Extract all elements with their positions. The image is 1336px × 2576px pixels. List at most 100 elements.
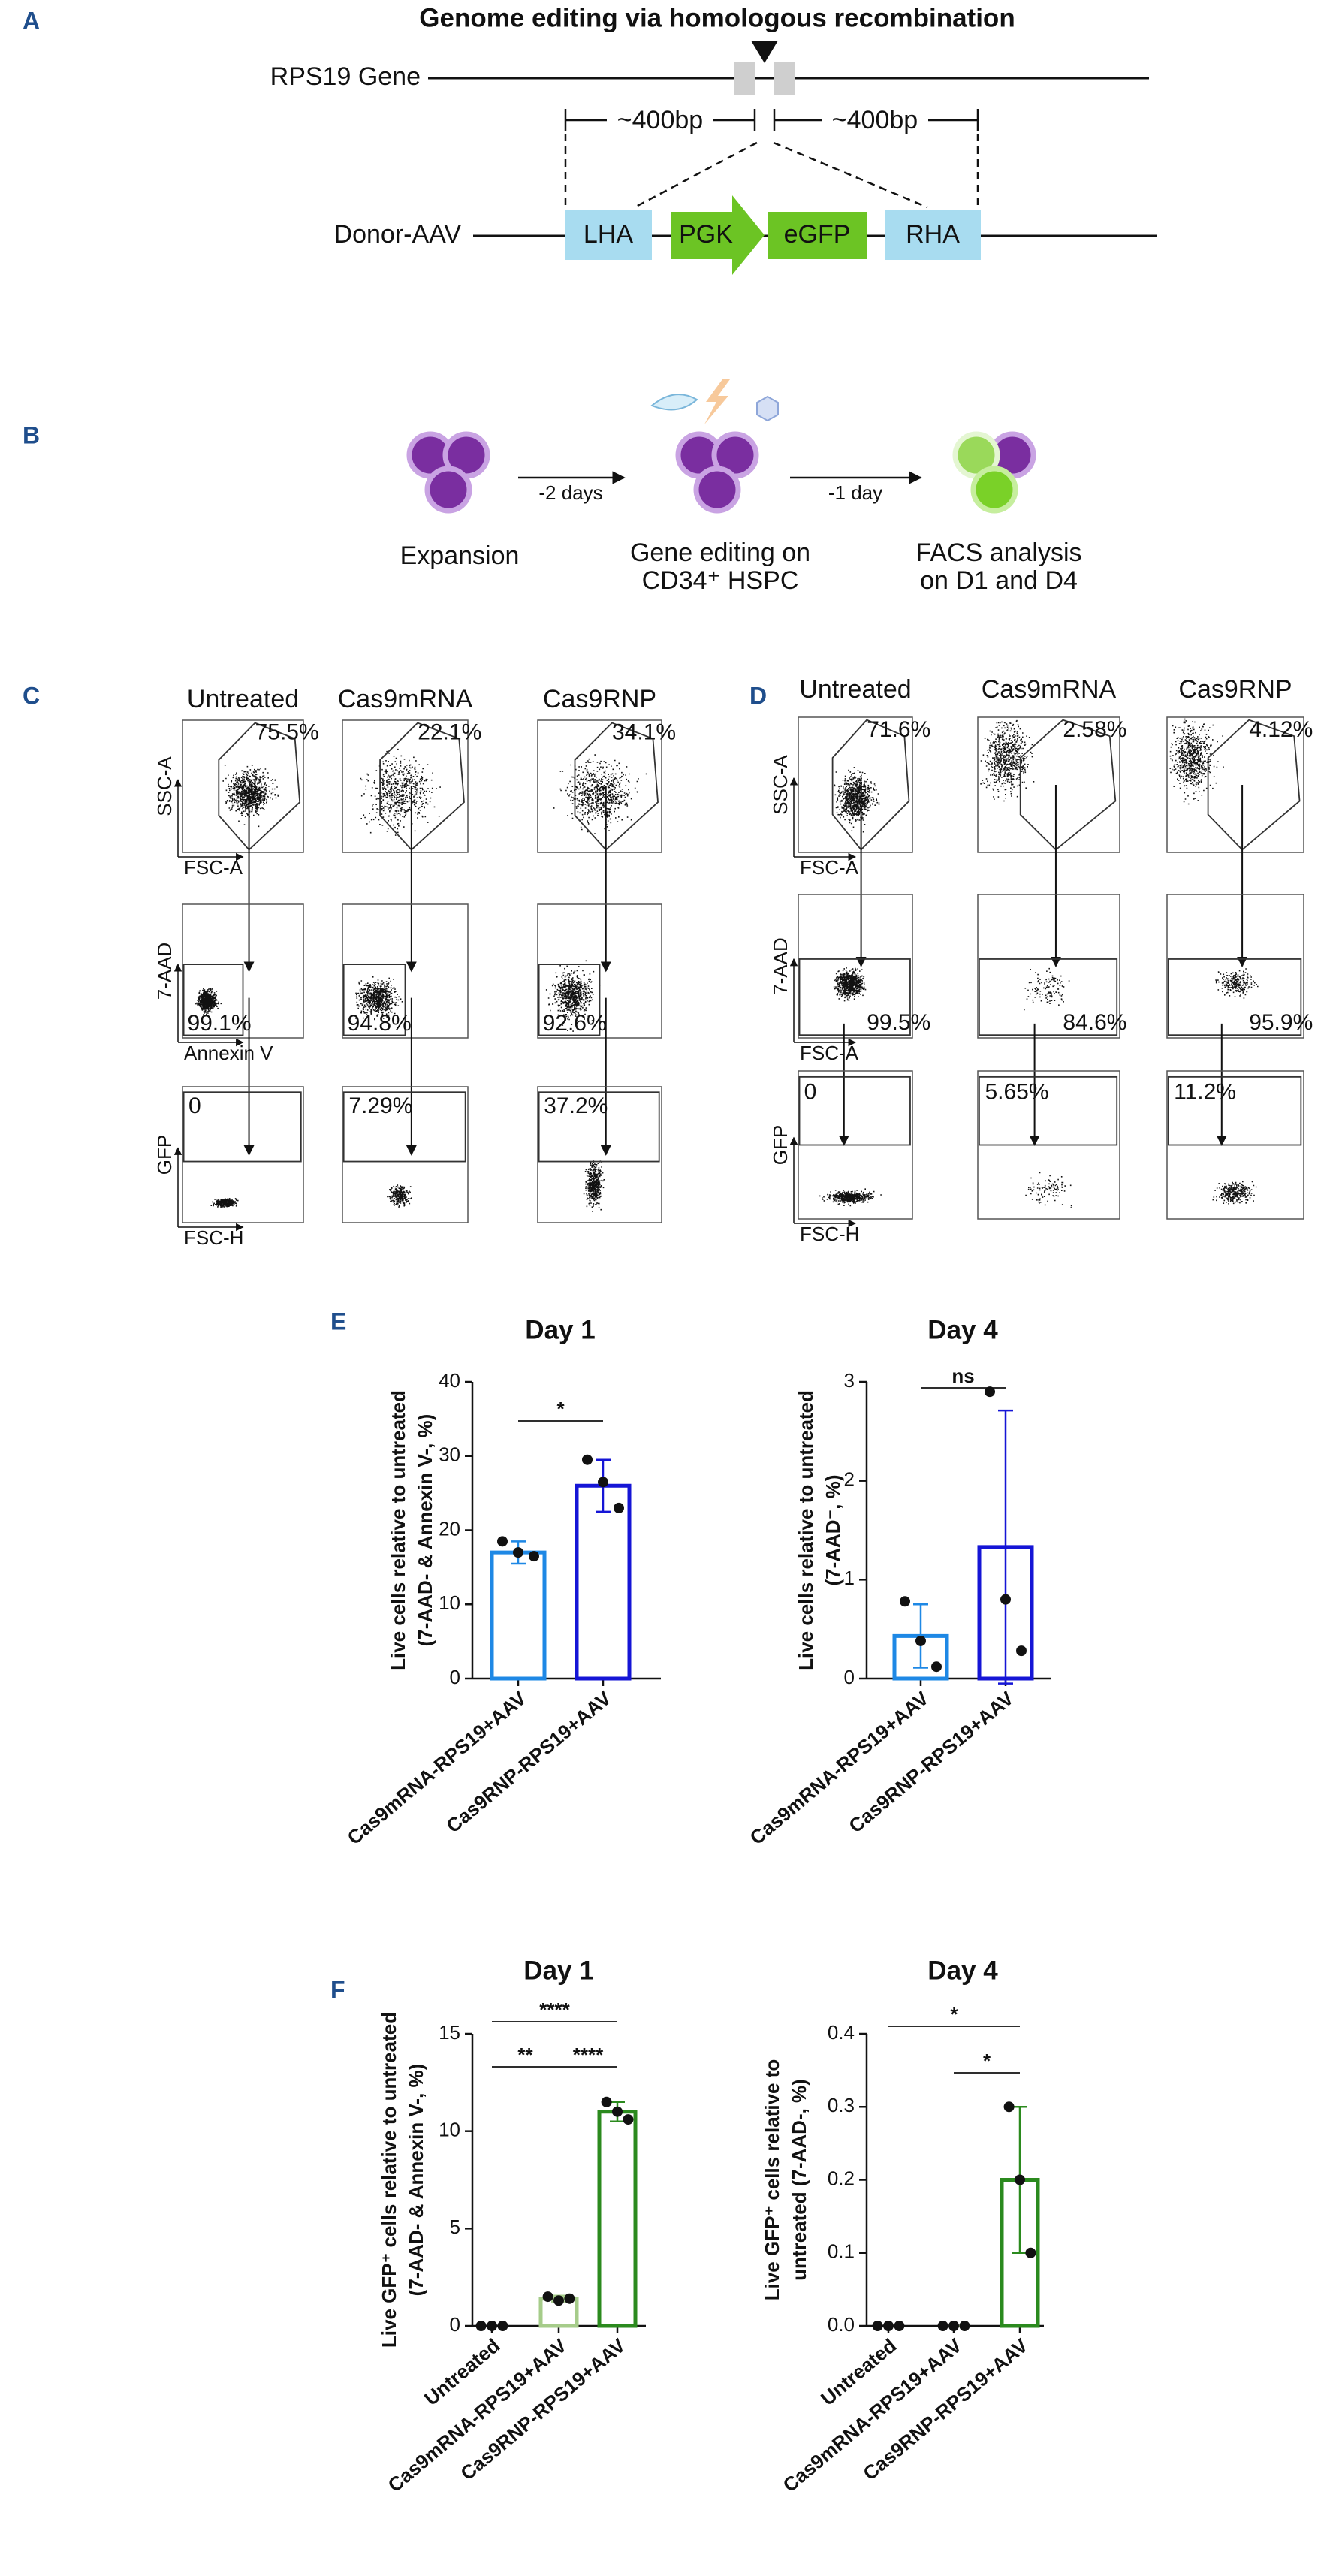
arm-label: ~400bp [832, 106, 918, 134]
gate-label: 0 [804, 1079, 817, 1104]
gate-label: 37.2% [544, 1093, 608, 1118]
lha [565, 210, 652, 260]
step-label: on D1 and D4 [920, 566, 1078, 595]
plot-frame [342, 719, 469, 853]
chart: Day 4 Live GFP⁺ cells relative to untreate… [761, 1956, 1044, 2496]
gate-label: 22.1% [418, 720, 481, 745]
dots [553, 754, 647, 834]
plot-frame [798, 894, 913, 1039]
data-point [529, 1551, 539, 1562]
plot-frame [182, 903, 304, 1039]
data-point [883, 2321, 894, 2331]
column-heading: Cas9mRNA [338, 685, 473, 713]
plot-frame [977, 716, 1120, 853]
gate [182, 964, 244, 1036]
flow-plot [342, 719, 469, 973]
chart: Day 1 Live GFP⁺ cells relative to untreat… [378, 1956, 646, 2496]
plot-frame [537, 903, 662, 1039]
egfp [768, 212, 867, 259]
panel-a: A Genome editing via homologous recombin… [23, 3, 1157, 275]
y-tick-label: 0.4 [828, 2021, 855, 2044]
axis-label: FSC-A [800, 1042, 859, 1064]
y-tick-label: 2 [844, 1468, 855, 1491]
dots [1169, 718, 1224, 805]
y-tick-label: 40 [439, 1369, 460, 1392]
data-point [937, 2321, 948, 2331]
dots [545, 960, 601, 1032]
data-point [959, 2321, 970, 2331]
y-axis-label: (7-AAD- & Annexin V-, %) [414, 1414, 436, 1647]
dots [195, 988, 222, 1015]
gate [218, 722, 301, 851]
flow-plot [1166, 716, 1304, 967]
label-bg [607, 107, 713, 134]
dots [980, 719, 1035, 802]
y-tick-label: 20 [439, 1517, 460, 1540]
y-axis-label: Live cells relative to untreated [795, 1390, 817, 1670]
chart: Day 4 Live cells relative to untreated (7-… [746, 1315, 1051, 1849]
flow-plot [173, 719, 304, 973]
gate-label: 7.29% [348, 1093, 412, 1118]
plot-frame [1166, 716, 1304, 853]
flow-plot [537, 1086, 662, 1223]
y-tick-label: 0.0 [828, 2313, 855, 2336]
plot-frame [798, 1070, 913, 1220]
gate [978, 1075, 1118, 1146]
data-point [931, 1661, 942, 1673]
gate [798, 958, 911, 1036]
plot-frame [182, 1086, 304, 1223]
cut-site [751, 41, 778, 63]
significance-label: **** [539, 1998, 570, 2021]
exon [734, 62, 755, 95]
axis-label: 7-AAD [153, 943, 176, 1000]
flow-plot [342, 1086, 469, 1223]
exon [774, 62, 795, 95]
data-point [985, 1386, 995, 1398]
column-heading: Cas9mRNA [982, 675, 1117, 704]
gate [342, 964, 406, 1036]
plot-frame [1166, 894, 1304, 1039]
rha [885, 210, 981, 260]
data-point [601, 2096, 612, 2107]
axis-label: FSC-H [184, 1226, 243, 1249]
flow-plot [977, 716, 1120, 967]
gate-label: 95.9% [1249, 1010, 1313, 1035]
gate [379, 722, 465, 851]
column-heading: Untreated [799, 675, 911, 704]
data-point [915, 1635, 926, 1646]
data-point [1003, 2101, 1015, 2113]
data-point [497, 1536, 508, 1547]
flow-plot [789, 1070, 913, 1228]
panel-letter: B [23, 421, 40, 448]
flow-plot [789, 894, 913, 1146]
flow-plot [789, 716, 913, 967]
flow-plot [1166, 1070, 1304, 1220]
error-bar [998, 1409, 1013, 1685]
data-point [900, 1596, 910, 1607]
y-tick-label: 0.1 [828, 2240, 855, 2263]
data-point [513, 1547, 523, 1558]
y-tick-label: 0 [450, 1666, 460, 1688]
significance-label: * [950, 2003, 958, 2026]
step-label: CD34⁺ HSPC [642, 566, 799, 595]
plot-frame [342, 903, 469, 1039]
dots [1215, 968, 1259, 999]
gate [538, 964, 601, 1036]
y-axis-label: Live GFP⁺ cells relative to [761, 2059, 783, 2301]
icon [650, 394, 698, 411]
y-axis-label: Live cells relative to untreated [387, 1390, 409, 1670]
dots [210, 1198, 239, 1208]
data-point [948, 2321, 959, 2331]
y-tick-label: 0 [844, 1666, 855, 1688]
column-heading: Cas9RNP [543, 685, 656, 713]
data-point [582, 1454, 593, 1465]
element-label: LHA [584, 220, 633, 249]
dots [360, 748, 441, 836]
axis-label: FSC-A [800, 856, 859, 879]
chart-title: Day 1 [525, 1315, 595, 1344]
gate [342, 1091, 466, 1163]
y-tick-label: 10 [439, 2119, 460, 2141]
gate [831, 719, 910, 851]
flow-plot [537, 719, 662, 973]
